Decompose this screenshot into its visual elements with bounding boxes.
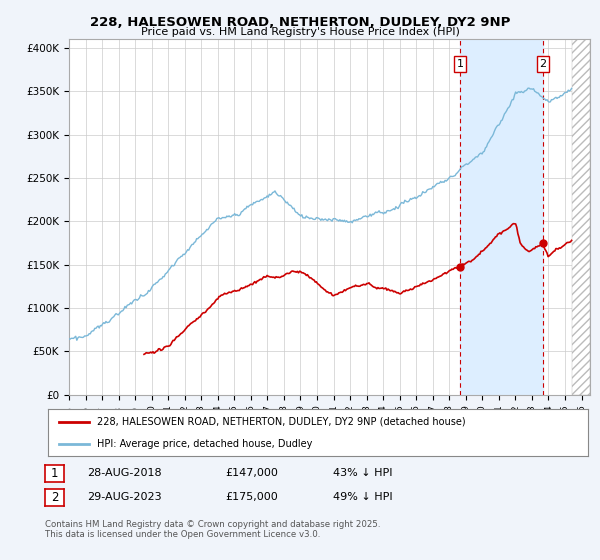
Text: 29-AUG-2023: 29-AUG-2023 [87, 492, 161, 502]
Bar [572, 39, 590, 395]
Text: £147,000: £147,000 [225, 468, 278, 478]
Text: HPI: Average price, detached house, Dudley: HPI: Average price, detached house, Dudl… [97, 438, 312, 449]
Text: 2: 2 [51, 491, 58, 504]
Text: £175,000: £175,000 [225, 492, 278, 502]
Text: 1: 1 [51, 466, 58, 480]
Text: Contains HM Land Registry data © Crown copyright and database right 2025.
This d: Contains HM Land Registry data © Crown c… [45, 520, 380, 539]
Bar [572, 39, 590, 395]
Bar [460, 39, 543, 395]
Text: Price paid vs. HM Land Registry's House Price Index (HPI): Price paid vs. HM Land Registry's House … [140, 27, 460, 37]
Text: 43% ↓ HPI: 43% ↓ HPI [333, 468, 392, 478]
Text: 228, HALESOWEN ROAD, NETHERTON, DUDLEY, DY2 9NP: 228, HALESOWEN ROAD, NETHERTON, DUDLEY, … [90, 16, 510, 29]
Text: 49% ↓ HPI: 49% ↓ HPI [333, 492, 392, 502]
Text: 2: 2 [539, 59, 547, 69]
Text: 28-AUG-2018: 28-AUG-2018 [87, 468, 161, 478]
Text: 1: 1 [457, 59, 464, 69]
Text: 228, HALESOWEN ROAD, NETHERTON, DUDLEY, DY2 9NP (detached house): 228, HALESOWEN ROAD, NETHERTON, DUDLEY, … [97, 417, 465, 427]
